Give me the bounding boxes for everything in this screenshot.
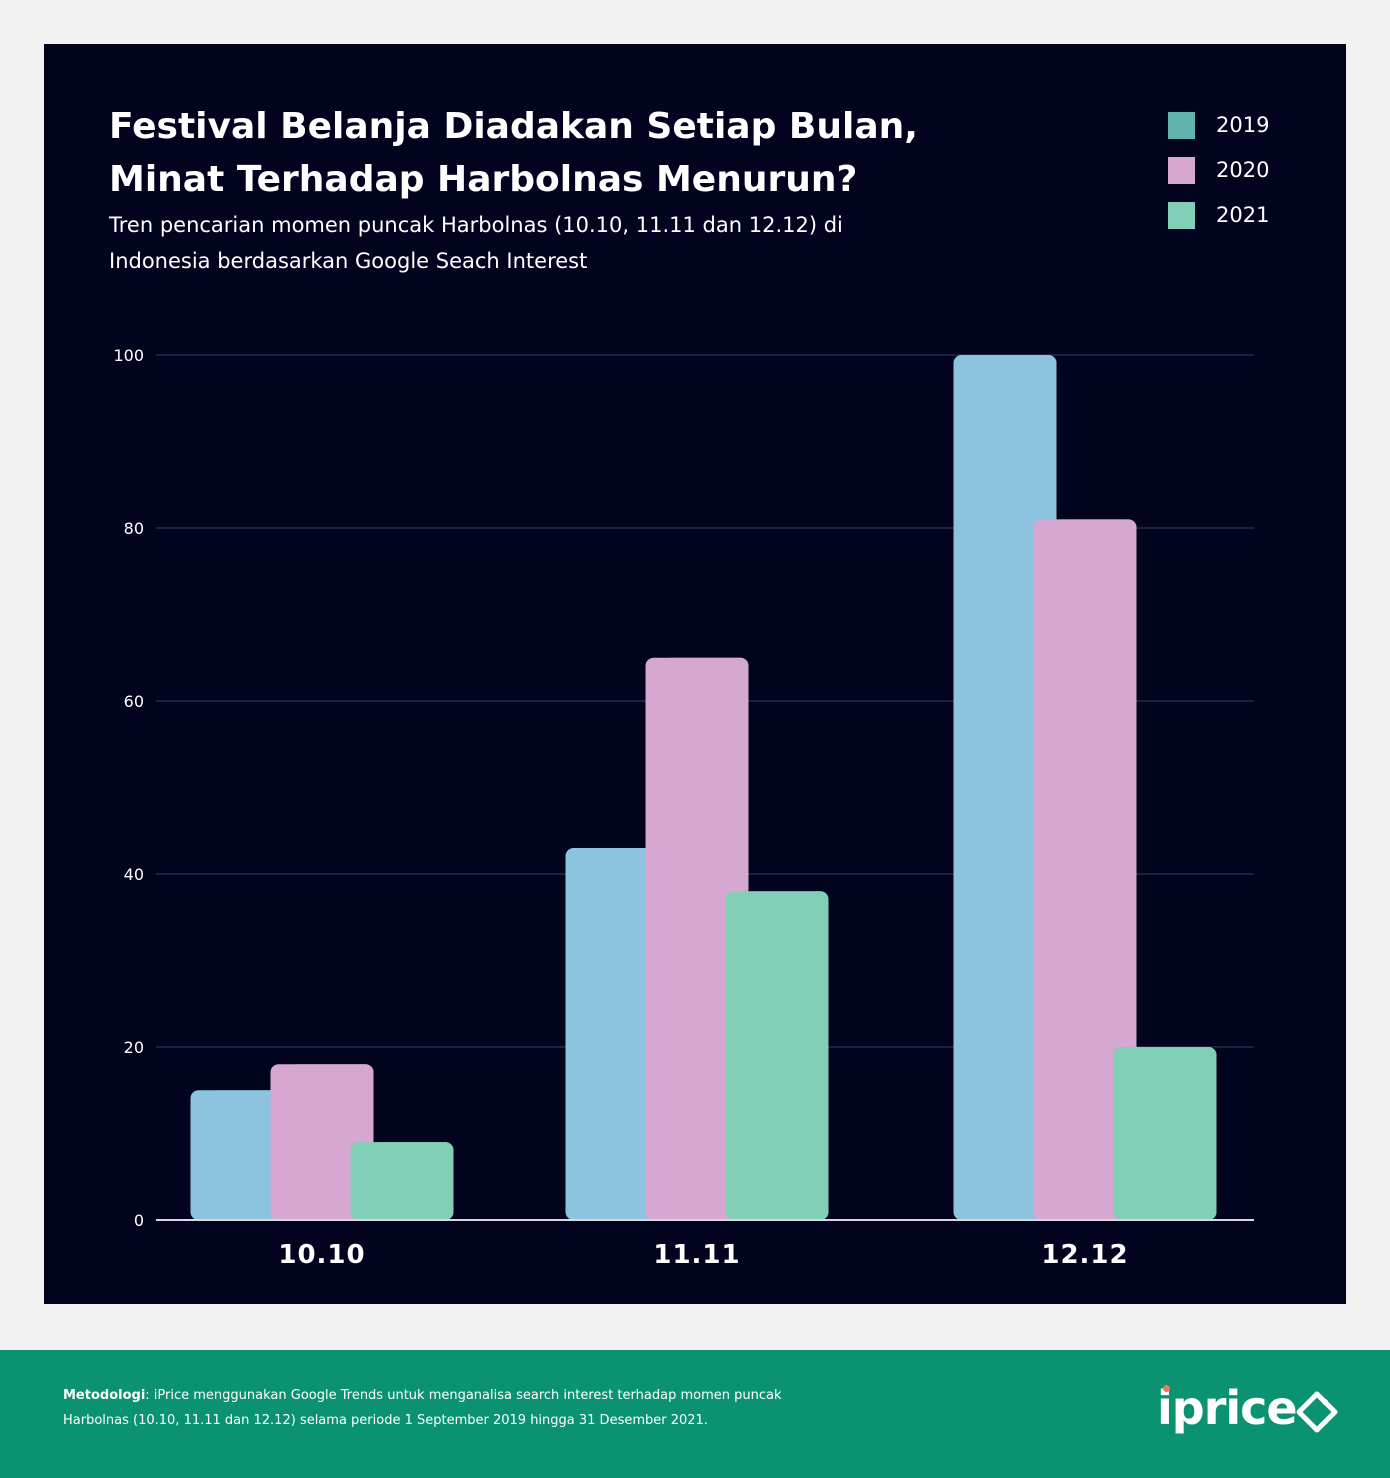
chart-title-line1: Festival Belanja Diadakan Setiap Bulan, (109, 106, 918, 147)
legend-label-2021: 2021 (1216, 203, 1270, 227)
y-tick-label-80: 80 (124, 519, 144, 538)
chart-subtitle-line1: Tren pencarian momen puncak Harbolnas (1… (109, 213, 843, 237)
logo-wordmark: iprice (1157, 1381, 1298, 1435)
y-tick-label-40: 40 (124, 865, 144, 884)
chart-title-line2: Minat Terhadap Harbolnas Menurun? (109, 159, 858, 200)
legend-item-2019: 2019 (1168, 110, 1328, 155)
legend-item-2020: 2020 (1168, 155, 1328, 200)
bar-2021-12.12 (1113, 1047, 1217, 1220)
y-tick-label-20: 20 (124, 1038, 144, 1057)
chart-subtitle-line2: Indonesia berdasarkan Google Seach Inter… (109, 249, 588, 273)
methodology-text-line2: Harbolnas (10.10, 11.11 dan 12.12) selam… (63, 1413, 708, 1428)
legend-label-2019: 2019 (1216, 113, 1270, 137)
methodology-text-line1: : iPrice menggunakan Google Trends untuk… (145, 1388, 782, 1403)
chart-title: Festival Belanja Diadakan Setiap Bulan, … (109, 100, 1029, 206)
bar-2019-10.10 (190, 1090, 294, 1220)
y-tick-label-60: 60 (124, 692, 144, 711)
legend-item-2021: 2021 (1168, 200, 1328, 245)
chart-card: Festival Belanja Diadakan Setiap Bulan, … (44, 44, 1346, 1304)
bar-2020-11.11 (645, 657, 749, 1220)
legend-swatch-2021 (1168, 202, 1195, 229)
chart-subtitle: Tren pencarian momen puncak Harbolnas (1… (109, 207, 909, 279)
bar-2019-12.12 (953, 355, 1057, 1220)
chart-legend: 2019 2020 2021 (1168, 110, 1328, 245)
legend-label-2020: 2020 (1216, 158, 1270, 182)
bar-2019-11.11 (565, 848, 669, 1220)
x-category-label-12.12: 12.12 (1041, 1240, 1128, 1270)
methodology-label: Metodologi (63, 1388, 146, 1403)
iprice-logo: iprice (1157, 1380, 1347, 1440)
bar-2021-11.11 (725, 891, 829, 1220)
y-tick-label-0: 0 (134, 1211, 144, 1230)
x-category-label-10.10: 10.10 (278, 1240, 365, 1270)
price-tag-hole (1322, 1399, 1328, 1405)
y-tick-label-100: 100 (113, 346, 144, 365)
x-category-label-11.11: 11.11 (653, 1240, 740, 1270)
bar-chart: 0 20 40 60 80 100 10.10 11.11 12.12 (113, 346, 1254, 1270)
bar-2021-10.10 (350, 1142, 454, 1220)
footer: Metodologi: iPrice menggunakan Google Tr… (0, 1350, 1390, 1478)
methodology-note: Metodologi: iPrice menggunakan Google Tr… (63, 1383, 883, 1433)
bar-2020-10.10 (270, 1064, 374, 1220)
price-tag-icon (1296, 1391, 1338, 1433)
logo-dot (1163, 1385, 1170, 1392)
legend-swatch-2019 (1168, 112, 1195, 139)
legend-swatch-2020 (1168, 157, 1195, 184)
bar-2020-12.12 (1033, 519, 1137, 1220)
